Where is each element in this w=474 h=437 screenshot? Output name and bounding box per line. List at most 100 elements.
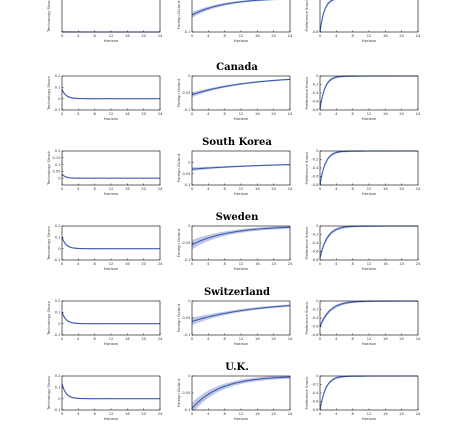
y-tick-label: -0.4	[311, 241, 319, 245]
y-tick-label: 0	[316, 374, 319, 378]
y-tick-label: 0.2	[55, 299, 61, 303]
confidence-band	[192, 304, 290, 326]
y-tick-label: 0.1	[55, 163, 61, 167]
x-axis-label: Horizon	[104, 416, 119, 421]
y-tick-label: -0.6	[311, 400, 319, 404]
y-axis-label: Technology Shock	[46, 0, 51, 33]
y-tick-label: -0.2	[311, 383, 318, 387]
plot-frame	[319, 0, 419, 33]
x-tick-label: 12	[239, 337, 244, 341]
x-tick-label: 4	[77, 112, 80, 116]
impulse-response-line	[191, 305, 291, 322]
plot-frame	[61, 150, 161, 186]
y-tick-label: 0	[188, 299, 191, 303]
x-tick-label: 8	[94, 337, 97, 341]
x-tick-label: 8	[224, 262, 227, 266]
x-tick-label: 24	[416, 34, 421, 38]
x-tick-label: 4	[335, 262, 338, 266]
x-tick-label: 16	[125, 112, 130, 116]
impulse-response-line	[61, 237, 160, 250]
x-tick-label: 16	[383, 187, 388, 191]
irf-panel: 0 4 8 12 16 20 24 -0.1 -0.05 0 Horizon Foreign Outp…	[176, 74, 293, 121]
y-tick-label: 0.05	[52, 170, 60, 174]
x-tick-label: 20	[141, 34, 146, 38]
y-tick-label: 0.2	[55, 374, 61, 378]
x-tick-label: 12	[239, 187, 244, 191]
x-tick-label: 0	[191, 34, 194, 38]
y-tick-label: 0	[58, 322, 61, 326]
x-tick-label: 8	[94, 412, 97, 416]
irf-panel: 0 4 8 12 16 20 24-0.100.10.2HorizonTechnology …	[46, 374, 163, 421]
irf-panel: 0 4 8 12 16 20 24 -0.1 -0.05 0 Horizon Foreign Outp…	[176, 150, 293, 196]
x-tick-label: 8	[224, 112, 227, 116]
x-tick-label: 12	[367, 187, 372, 191]
impulse-response-line	[319, 150, 418, 186]
x-axis-label: Horizon	[362, 341, 377, 346]
x-tick-label: 0	[61, 112, 64, 116]
irf-panel: 0 4 8 12 16 20 24 -0.8 -0.6 -0.4 -0.2 0 Horizon Prefe…	[304, 149, 421, 196]
y-tick-label: 0.2	[55, 224, 61, 228]
y-tick-label: -0.1	[53, 258, 60, 262]
y-tick-label: 0	[188, 161, 191, 165]
y-tick-label: -0.1	[183, 183, 190, 187]
x-tick-label: 4	[335, 412, 338, 416]
y-tick-label: 0	[58, 176, 61, 180]
plot-frame	[61, 300, 161, 336]
x-tick-label: 4	[207, 337, 210, 341]
y-tick-label: -0.1	[183, 30, 190, 34]
x-tick-label: 20	[271, 337, 276, 341]
y-tick-label: -0.1	[53, 108, 60, 112]
confidence-band	[62, 311, 160, 325]
x-tick-label: 16	[255, 34, 260, 38]
impulse-response-line	[319, 375, 418, 411]
x-tick-label: 0	[319, 262, 322, 266]
y-tick-label: 0	[316, 224, 319, 228]
x-tick-label: 4	[207, 262, 210, 266]
y-tick-label: 0.1	[55, 236, 61, 240]
x-axis-label: Horizon	[362, 116, 377, 121]
x-tick-label: 12	[367, 112, 372, 116]
y-tick-label: 0	[188, 224, 191, 228]
country-title: Sweden	[215, 212, 259, 223]
x-tick-label: 20	[399, 112, 404, 116]
x-tick-label: 12	[367, 34, 372, 38]
x-tick-label: 12	[239, 34, 244, 38]
x-tick-label: 0	[191, 187, 194, 191]
confidence-band	[320, 151, 418, 185]
y-axis-label: Preference Shock	[304, 0, 309, 32]
x-tick-label: 16	[255, 262, 260, 266]
x-tick-label: 12	[109, 112, 114, 116]
x-tick-label: 24	[416, 337, 421, 341]
x-tick-label: 0	[191, 262, 194, 266]
x-tick-label: 16	[383, 337, 388, 341]
y-tick-label: -0.2	[311, 83, 318, 87]
x-tick-label: 24	[158, 187, 163, 191]
x-tick-label: 20	[271, 262, 276, 266]
x-tick-label: 8	[352, 262, 355, 266]
impulse-response-line	[61, 173, 160, 179]
y-tick-label: -0.4	[311, 91, 319, 95]
x-tick-label: 4	[207, 187, 210, 191]
x-tick-label: 12	[239, 262, 244, 266]
y-tick-label: 0.15	[52, 156, 60, 160]
y-tick-label: -0.1	[183, 333, 190, 337]
x-tick-label: 24	[158, 112, 163, 116]
x-tick-label: 24	[416, 412, 421, 416]
plot-frame	[319, 150, 419, 186]
x-tick-label: 4	[207, 412, 210, 416]
y-tick-label: -0.6	[311, 175, 319, 179]
x-tick-label: 16	[125, 412, 130, 416]
x-tick-label: 4	[77, 262, 80, 266]
confidence-band	[62, 88, 160, 100]
x-tick-label: 20	[271, 34, 276, 38]
y-tick-label: 0.1	[55, 386, 61, 390]
x-axis-label: Horizon	[234, 266, 249, 271]
x-tick-label: 4	[207, 34, 210, 38]
y-axis-label: Preference Shock	[304, 301, 309, 335]
confidence-band	[62, 382, 160, 400]
x-tick-label: 12	[367, 412, 372, 416]
y-tick-label: -0.8	[311, 333, 319, 337]
x-tick-label: 24	[158, 34, 163, 38]
y-tick-label: 0	[188, 74, 191, 78]
x-tick-label: 16	[125, 337, 130, 341]
